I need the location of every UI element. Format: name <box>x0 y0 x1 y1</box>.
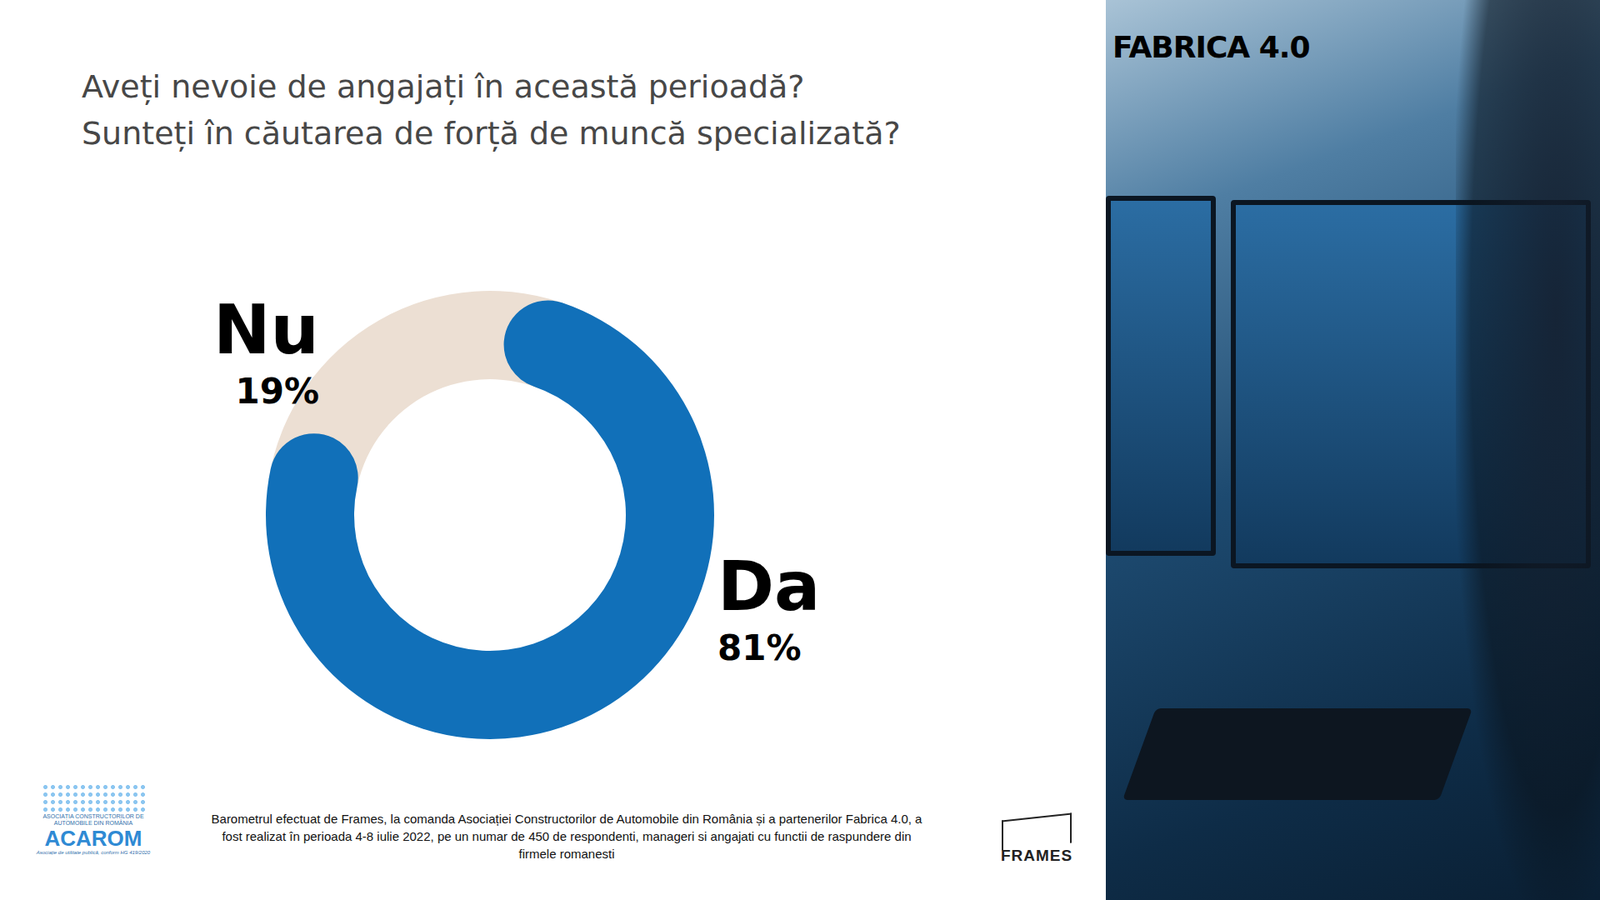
html-text:Barometrul efectuat de Frames,: Barometrul efectuat de Frames, la comand… <box>211 811 923 861</box>
html-text:Asociație de utilitate publică: Asociație de utilitate publică, conform … <box>36 850 151 855</box>
html-text:Aveți nevoie de angajați în ac: Aveți nevoie de angajați în această peri… <box>81 68 805 105</box>
svg-text:19%: 19% <box>235 370 320 412</box>
html-text:ASOCIAȚIA CONSTRUCTORILOR DE A: ASOCIAȚIA CONSTRUCTORILOR DE AUTOMOBILE … <box>42 813 144 826</box>
html-text:FRAMES: FRAMES <box>1000 846 1073 865</box>
svg-text:Da: Da <box>717 546 820 626</box>
svg-text:81%: 81% <box>717 627 802 669</box>
html-text:ACAROM: ACAROM <box>44 825 143 851</box>
svg-text:Nu: Nu <box>213 290 320 370</box>
html-text:Sunteți în căutarea de forță d: Sunteți în căutarea de forță de muncă sp… <box>81 115 901 152</box>
html-text:FABRICA 4.0: FABRICA 4.0 <box>1112 30 1310 65</box>
